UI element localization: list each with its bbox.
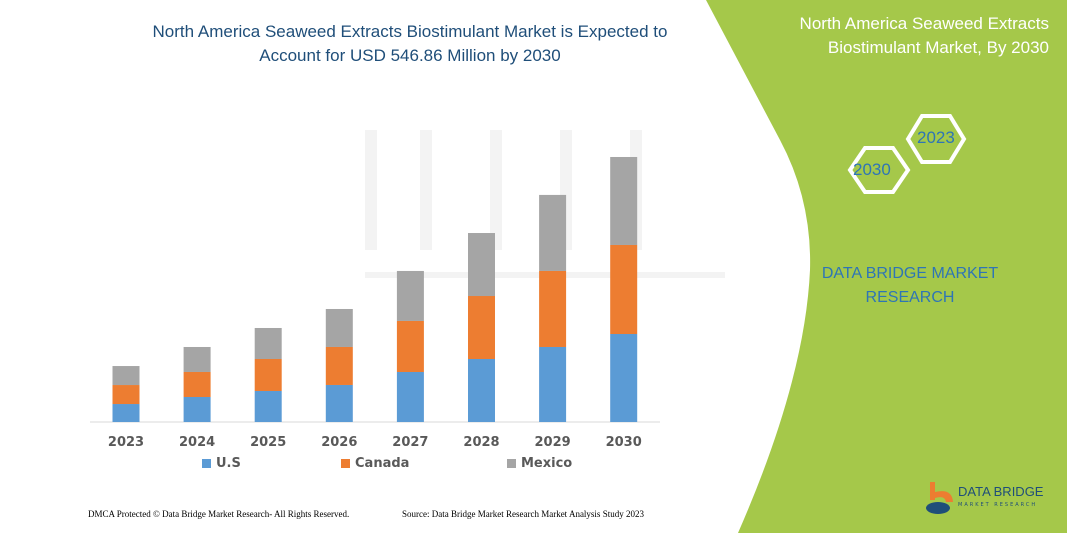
x-tick-label: 2027	[392, 435, 428, 450]
x-tick-label: 2026	[321, 435, 357, 450]
bar-canada-2024	[183, 371, 211, 397]
hex-label-2030: 2030	[853, 160, 891, 179]
legend-item-mexico: Mexico	[507, 456, 572, 471]
bar-mexico-2028	[468, 233, 495, 297]
bar-canada-2027	[396, 320, 424, 372]
bar-mexico-2024	[183, 346, 211, 372]
bar-canada-2030	[610, 244, 638, 334]
logo-subtext: MARKET RESEARCH	[958, 502, 1038, 508]
legend-label: U.S	[216, 456, 241, 471]
logo-text: DATA BRIDGE	[958, 484, 1044, 499]
bar-us-2023	[112, 404, 140, 422]
bar-us-2024	[183, 396, 211, 422]
bar-us-2028	[468, 359, 495, 422]
bar-us-2026	[325, 384, 353, 422]
bar-mexico-2029	[539, 194, 567, 271]
bar-canada-2023	[112, 385, 140, 405]
bar-us-2027	[396, 371, 424, 422]
legend-label: Mexico	[521, 456, 573, 471]
legend-swatch	[202, 459, 211, 468]
brand-text: DATA BRIDGE MARKET RESEARCH	[821, 265, 999, 306]
bar-mexico-2030	[610, 156, 638, 245]
bar-canada-2025	[254, 359, 282, 391]
legend-label: Canada	[355, 456, 410, 471]
legend-item-us: U.S	[202, 456, 241, 471]
bar-mexico-2027	[396, 270, 424, 321]
legend-item-canada: Canada	[341, 456, 409, 471]
bar-mexico-2026	[325, 308, 353, 347]
x-tick-label: 2023	[108, 435, 144, 450]
bar-us-2030	[610, 333, 638, 422]
copyright-text: DMCA Protected © Data Bridge Market Rese…	[88, 509, 350, 519]
hexagon-2023	[905, 114, 967, 164]
x-tick-label: 2029	[535, 435, 571, 450]
x-tick-label: 2030	[606, 435, 642, 450]
hexagon-2030	[847, 146, 911, 194]
chart-title: North America Seaweed Extracts Biostimul…	[152, 22, 668, 65]
side-panel-title: North America Seaweed Extracts Biostimul…	[799, 14, 1049, 57]
legend-swatch	[341, 459, 350, 468]
bar-us-2025	[254, 390, 282, 422]
bar-canada-2029	[539, 270, 567, 347]
logo-icon	[926, 482, 953, 514]
stacked-bar-chart: 2023 2024 2025 2026 2027 2028 2029 2030	[90, 156, 660, 450]
x-tick-label: 2025	[250, 435, 286, 450]
side-panel-bg	[706, 0, 1067, 533]
bar-canada-2028	[468, 296, 495, 360]
bar-us-2029	[539, 346, 567, 422]
bar-canada-2026	[325, 346, 353, 385]
x-tick-label: 2024	[179, 435, 215, 450]
bar-mexico-2023	[112, 366, 140, 386]
hex-label-2023: 2023	[917, 128, 955, 147]
bar-mexico-2025	[254, 327, 282, 360]
source-text: Source: Data Bridge Market Research Mark…	[402, 509, 644, 519]
x-tick-label: 2028	[463, 435, 499, 450]
legend-swatch	[507, 459, 516, 468]
